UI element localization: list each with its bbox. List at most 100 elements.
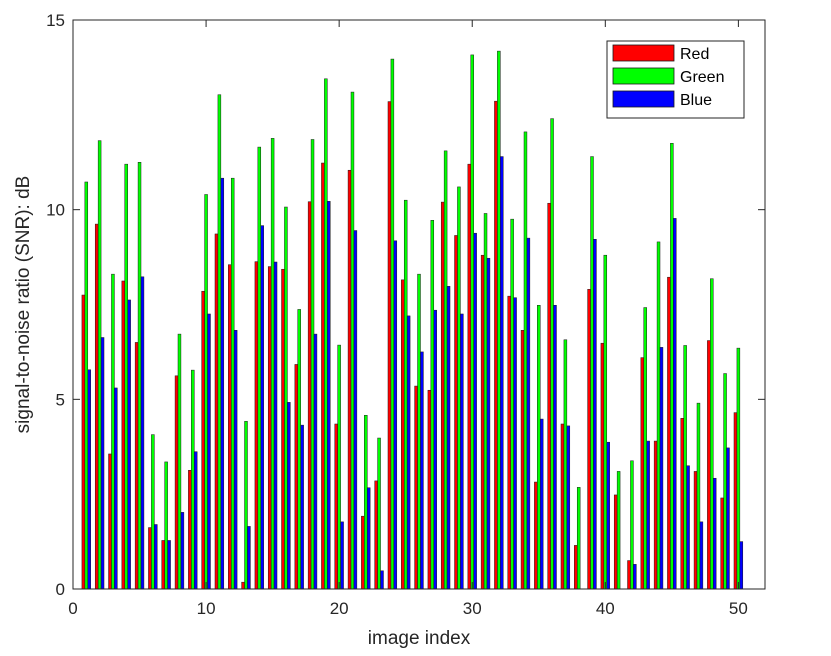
bar-red-4 xyxy=(121,280,126,590)
bar-red-34 xyxy=(520,330,525,590)
bar-blue-11 xyxy=(220,177,225,590)
bar-red-11 xyxy=(214,233,219,590)
bar-green-44 xyxy=(656,241,661,590)
y-tick-label: 10 xyxy=(46,201,65,220)
bar-green-28 xyxy=(443,150,448,590)
bar-green-21 xyxy=(350,91,355,590)
bar-green-13 xyxy=(244,421,248,590)
bar-red-49 xyxy=(720,497,724,590)
bar-green-25 xyxy=(403,199,408,590)
bar-green-46 xyxy=(683,345,687,590)
bar-red-3 xyxy=(108,453,112,590)
bar-blue-15 xyxy=(273,261,278,590)
bar-blue-18 xyxy=(313,333,318,590)
x-tick-label: 10 xyxy=(197,599,216,618)
bar-blue-32 xyxy=(500,156,504,590)
bar-green-3 xyxy=(111,273,115,590)
bar-green-27 xyxy=(430,220,435,590)
bar-red-47 xyxy=(693,471,698,590)
bar-green-2 xyxy=(97,140,102,590)
bar-blue-37 xyxy=(566,425,571,590)
bar-green-31 xyxy=(483,213,488,590)
bar-red-25 xyxy=(401,279,405,590)
bar-red-28 xyxy=(440,201,445,590)
bar-red-50 xyxy=(733,412,738,590)
bar-red-12 xyxy=(228,264,232,590)
bar-red-1 xyxy=(81,294,86,590)
bar-red-32 xyxy=(494,100,498,590)
plot-frame xyxy=(72,19,766,590)
bar-red-15 xyxy=(267,266,272,590)
bar-red-37 xyxy=(560,423,565,590)
bar-blue-36 xyxy=(553,305,557,590)
bar-red-21 xyxy=(347,169,352,590)
bar-blue-43 xyxy=(646,440,650,590)
bar-red-7 xyxy=(161,540,165,590)
y-tick-label: 15 xyxy=(46,11,65,30)
bar-red-17 xyxy=(294,364,299,590)
bar-red-42 xyxy=(627,560,631,590)
bar-green-45 xyxy=(670,143,674,590)
bar-green-41 xyxy=(616,471,621,590)
bar-blue-25 xyxy=(406,315,411,590)
bar-green-36 xyxy=(550,118,554,590)
bar-blue-34 xyxy=(526,237,531,590)
bar-red-9 xyxy=(188,470,192,590)
bar-red-22 xyxy=(361,515,365,590)
bar-red-40 xyxy=(600,342,605,590)
bar-green-20 xyxy=(337,344,341,590)
bar-red-46 xyxy=(680,418,684,590)
bar-blue-44 xyxy=(659,347,664,590)
x-tick-label: 30 xyxy=(463,599,482,618)
bar-blue-19 xyxy=(327,201,331,590)
bar-green-33 xyxy=(510,218,514,590)
x-axis-label: image index xyxy=(368,628,471,649)
bar-blue-6 xyxy=(154,524,158,590)
bar-green-34 xyxy=(523,131,528,590)
bar-blue-21 xyxy=(353,230,358,590)
y-axis-label: signal-to-noise ratio (SNR): dB xyxy=(13,176,34,434)
bar-red-20 xyxy=(334,423,338,590)
bar-green-50 xyxy=(736,347,741,590)
bar-green-43 xyxy=(643,307,647,590)
bar-blue-35 xyxy=(539,418,544,590)
bar-green-14 xyxy=(257,146,262,590)
bar-red-31 xyxy=(480,254,485,590)
bar-green-32 xyxy=(497,50,501,590)
bar-red-6 xyxy=(148,527,152,590)
bar-red-18 xyxy=(307,201,312,590)
bar-blue-30 xyxy=(473,232,477,590)
bar-red-26 xyxy=(414,385,418,590)
x-tick-label: 50 xyxy=(729,599,748,618)
bar-green-1 xyxy=(84,181,89,590)
bar-blue-48 xyxy=(712,477,717,590)
bar-red-23 xyxy=(374,480,378,590)
bar-red-19 xyxy=(321,162,325,590)
bar-green-12 xyxy=(230,177,235,590)
bar-green-5 xyxy=(137,162,142,590)
legend: Red Green Blue xyxy=(606,40,745,119)
bar-green-47 xyxy=(696,402,701,590)
bar-blue-26 xyxy=(420,351,424,590)
bar-blue-20 xyxy=(340,521,344,590)
bar-red-8 xyxy=(174,375,179,590)
x-tick-label: 0 xyxy=(68,599,77,618)
bar-blue-50 xyxy=(739,541,744,590)
bar-green-6 xyxy=(151,434,155,590)
bar-green-11 xyxy=(217,94,222,590)
bar-green-17 xyxy=(297,309,301,590)
legend-swatch-blue xyxy=(612,90,675,108)
bar-green-48 xyxy=(710,278,714,590)
legend-label-blue: Blue xyxy=(680,92,712,109)
bar-green-23 xyxy=(377,437,381,590)
bar-blue-23 xyxy=(380,570,384,590)
bar-red-2 xyxy=(94,223,99,590)
bar-blue-7 xyxy=(167,540,171,590)
bar-red-48 xyxy=(707,340,711,590)
bar-red-5 xyxy=(134,342,139,590)
bar-blue-5 xyxy=(140,276,145,590)
bar-blue-27 xyxy=(433,309,437,590)
bar-blue-4 xyxy=(127,299,131,590)
bar-red-14 xyxy=(254,261,259,590)
